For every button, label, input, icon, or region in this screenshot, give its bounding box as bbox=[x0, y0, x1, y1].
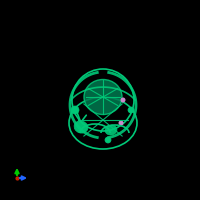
Circle shape bbox=[128, 107, 134, 113]
Circle shape bbox=[118, 120, 124, 126]
Ellipse shape bbox=[74, 121, 88, 133]
Circle shape bbox=[120, 98, 126, 102]
Ellipse shape bbox=[105, 125, 117, 135]
Circle shape bbox=[105, 137, 111, 143]
Circle shape bbox=[71, 106, 79, 114]
Ellipse shape bbox=[84, 79, 122, 114]
